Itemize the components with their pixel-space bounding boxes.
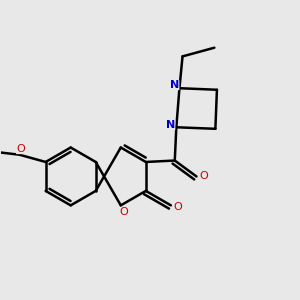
Text: O: O: [199, 171, 208, 182]
Text: O: O: [173, 202, 182, 212]
Text: O: O: [119, 207, 128, 217]
Text: N: N: [170, 80, 179, 90]
Text: N: N: [166, 120, 175, 130]
Text: O: O: [16, 144, 25, 154]
